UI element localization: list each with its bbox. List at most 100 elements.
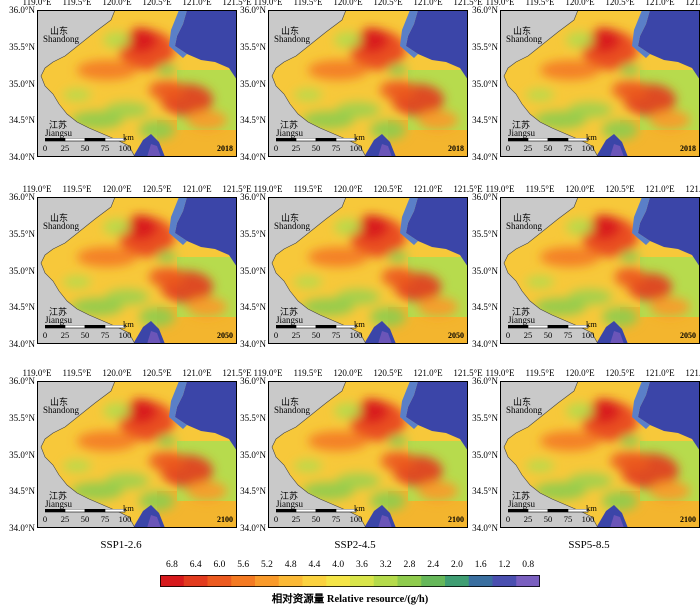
heatmap	[37, 381, 237, 528]
scale-tick-label: 75	[100, 514, 110, 524]
place-label-jiangsu-en: Jiangsu	[45, 499, 72, 509]
legend-swatch	[350, 575, 375, 587]
place-label-jiangsu-cn: 江苏	[49, 307, 68, 317]
land-mass	[37, 381, 135, 528]
x-tick-label: 120.0°E	[102, 0, 132, 7]
y-tick-labels: 36.0°N 35.5°N 35.0°N 34.5°N 34.0°N	[464, 5, 498, 165]
x-tick-label: 120.0°E	[333, 184, 363, 194]
place-label-jiangsu-cn: 江苏	[512, 120, 531, 130]
x-tick-label: 119.5°E	[293, 0, 323, 7]
heatmap	[37, 10, 237, 157]
scale-tick-label: 0	[273, 143, 279, 153]
x-tick-label: 120.0°E	[102, 184, 132, 194]
map-panel: 119.0°E 119.5°E 120.0°E 120.5°E 121.0°E 121.5…	[472, 0, 700, 162]
x-tick-label: 121.5°E	[685, 184, 700, 194]
year-label: 2018	[680, 144, 696, 153]
place-label-shandong-cn: 山东	[281, 213, 300, 223]
scale-tick-label: 25	[523, 514, 533, 524]
scale-tick-label: 0	[273, 330, 279, 340]
land-mass	[500, 197, 598, 344]
heatmap	[268, 381, 468, 528]
place-label-jiangsu-en: Jiangsu	[276, 315, 303, 325]
legend-swatch	[278, 575, 303, 587]
scale-tick-label: 75	[331, 143, 341, 153]
y-tick-label: 35.0°N	[472, 265, 498, 276]
heatmap	[37, 197, 237, 344]
scale-unit: km	[586, 319, 597, 329]
x-tick-label: 121.5°E	[685, 368, 700, 378]
scale-tick-label: 50	[543, 514, 553, 524]
legend-title: 相对资源量 Relative resource/(g/h)	[271, 594, 429, 605]
scale-tick-label: 25	[60, 514, 70, 524]
x-tick-label: 119.5°E	[525, 184, 555, 194]
y-tick-label: 36.0°N	[472, 376, 498, 386]
place-label-jiangsu-cn: 江苏	[280, 491, 299, 501]
y-tick-label: 35.5°N	[240, 412, 266, 423]
x-tick-label: 119.0°E	[485, 368, 515, 378]
y-tick-label: 34.5°N	[240, 115, 266, 126]
heatmap	[500, 381, 700, 528]
scale-tick-label: 100	[349, 514, 363, 524]
x-tick-label: 119.0°E	[485, 0, 515, 7]
scale-tick-label: 25	[60, 330, 70, 340]
legend-tick-label: 6.0	[213, 560, 226, 570]
legend-tick-label: 0.8	[522, 560, 535, 570]
place-label-shandong-cn: 山东	[50, 397, 69, 407]
land-mass	[500, 10, 598, 157]
x-tick-label: 121.0°E	[645, 368, 675, 378]
y-tick-label: 35.0°N	[9, 78, 35, 89]
scale-tick-label: 25	[291, 330, 301, 340]
scale-tick-label: 50	[311, 143, 321, 153]
legend-tick-label: 3.2	[379, 560, 392, 570]
x-tick-labels: 119.0°E 119.5°E 120.0°E 120.5°E 121.0°E 121.5…	[253, 184, 482, 196]
year-label: 2050	[448, 331, 464, 340]
deep-water	[406, 10, 468, 80]
y-tick-label: 34.5°N	[472, 302, 498, 313]
place-label-jiangsu-en: Jiangsu	[45, 128, 72, 138]
color-legend	[160, 575, 540, 587]
scale-unit: km	[354, 503, 365, 513]
y-tick-label: 36.0°N	[240, 192, 266, 202]
scale-unit: km	[123, 503, 134, 513]
x-tick-label: 119.0°E	[253, 368, 283, 378]
scale-tick-label: 100	[581, 514, 595, 524]
legend-swatch	[231, 575, 256, 587]
deep-water	[175, 10, 237, 80]
y-tick-label: 35.5°N	[9, 41, 35, 52]
x-tick-label: 120.5°E	[373, 0, 403, 7]
y-tick-label: 35.0°N	[472, 78, 498, 89]
scale-unit: km	[123, 319, 134, 329]
y-tick-labels: 36.0°N 35.5°N 35.0°N 34.5°N 34.0°N	[232, 192, 266, 352]
y-tick-label: 34.0°N	[240, 152, 266, 162]
legend-tick-label: 3.6	[355, 560, 368, 570]
heatmap	[268, 10, 468, 157]
map-panel: 119.0°E 119.5°E 120.0°E 120.5°E 121.0°E 121.5…	[9, 368, 252, 533]
y-tick-label: 34.0°N	[472, 339, 498, 349]
legend-swatch	[516, 575, 540, 587]
y-tick-label: 34.5°N	[472, 486, 498, 497]
place-label-jiangsu-en: Jiangsu	[276, 128, 303, 138]
year-label: 2018	[217, 144, 233, 153]
x-tick-label: 120.0°E	[102, 368, 132, 378]
land-mass	[37, 10, 135, 157]
x-tick-label: 119.5°E	[293, 184, 323, 194]
land-mass	[37, 197, 135, 344]
scale-tick-label: 100	[118, 143, 132, 153]
x-tick-label: 120.5°E	[373, 368, 403, 378]
y-tick-label: 35.0°N	[240, 78, 266, 89]
x-tick-label: 120.0°E	[565, 184, 595, 194]
place-label-shandong-cn: 山东	[281, 26, 300, 36]
scale-tick-label: 75	[100, 330, 110, 340]
y-tick-label: 34.0°N	[240, 523, 266, 533]
map-panel: 119.0°E 119.5°E 120.0°E 120.5°E 121.0°E 121.5…	[472, 368, 700, 533]
scenario-title-ssp585: SSP5-8.5	[568, 539, 610, 551]
place-label-jiangsu-cn: 江苏	[49, 120, 68, 130]
place-label-shandong-cn: 山东	[513, 397, 532, 407]
place-label-shandong-cn: 山东	[50, 26, 69, 36]
scale-tick-label: 50	[80, 514, 90, 524]
place-label-shandong-en: Shandong	[506, 221, 542, 231]
y-tick-label: 36.0°N	[240, 5, 266, 15]
x-tick-label: 121.5°E	[685, 0, 700, 7]
x-tick-label: 121.0°E	[182, 184, 212, 194]
x-tick-labels: 119.0°E 119.5°E 120.0°E 120.5°E 121.0°E 121.5…	[253, 0, 482, 9]
